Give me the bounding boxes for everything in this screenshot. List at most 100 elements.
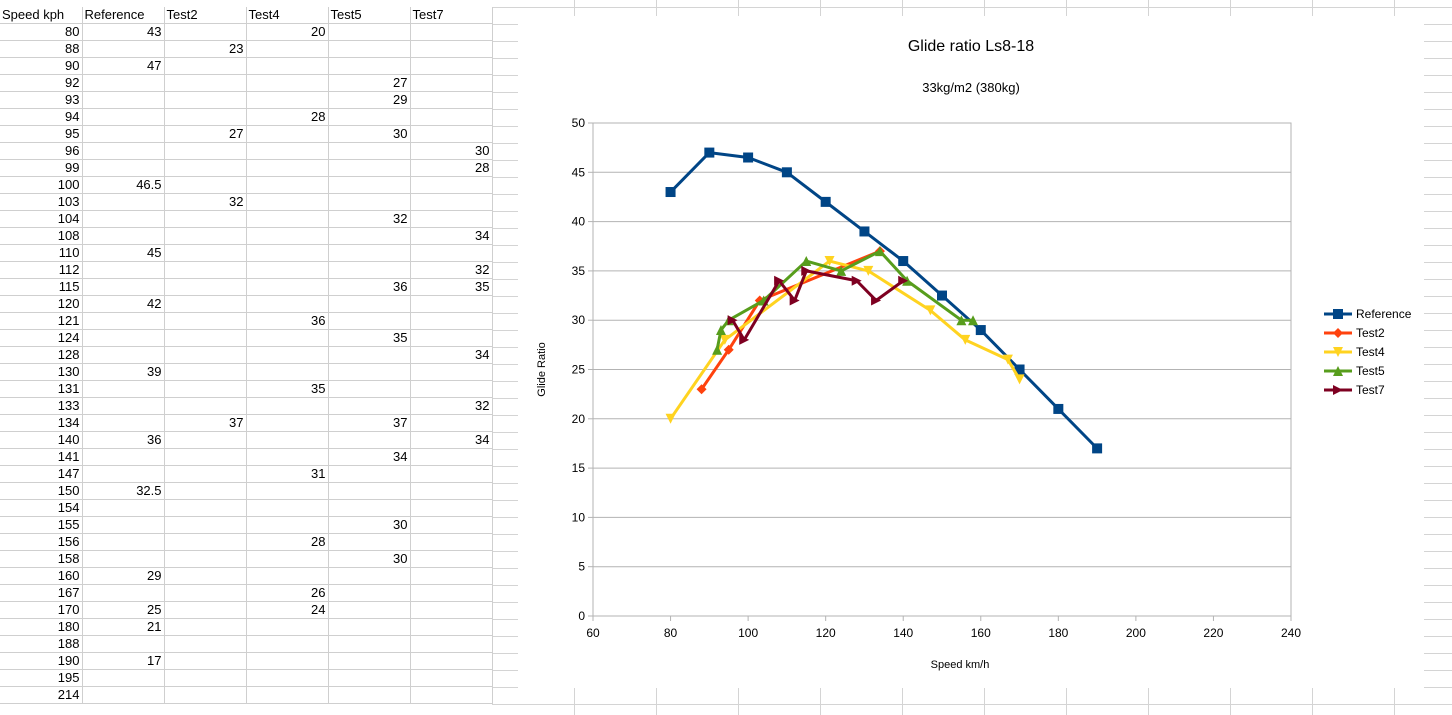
table-cell[interactable]: [246, 635, 329, 653]
table-cell[interactable]: [82, 210, 165, 228]
table-cell[interactable]: 188: [0, 635, 83, 653]
table-cell[interactable]: [164, 584, 247, 602]
table-cell[interactable]: [410, 312, 493, 330]
table-cell[interactable]: 32: [410, 261, 493, 279]
table-cell[interactable]: [328, 176, 411, 194]
table-cell[interactable]: [164, 380, 247, 398]
table-cell[interactable]: [164, 74, 247, 92]
table-cell[interactable]: 133: [0, 397, 83, 415]
table-cell[interactable]: 37: [164, 414, 247, 432]
column-header[interactable]: Reference: [82, 7, 165, 24]
table-cell[interactable]: 37: [328, 414, 411, 432]
table-cell[interactable]: [164, 363, 247, 381]
table-cell[interactable]: [164, 635, 247, 653]
table-cell[interactable]: [164, 108, 247, 126]
table-cell[interactable]: [410, 669, 493, 687]
table-cell[interactable]: [82, 533, 165, 551]
table-cell[interactable]: 134: [0, 414, 83, 432]
column-header[interactable]: Speed kph: [0, 7, 83, 24]
table-cell[interactable]: [246, 227, 329, 245]
table-cell[interactable]: 155: [0, 516, 83, 534]
table-cell[interactable]: 190: [0, 652, 83, 670]
table-cell[interactable]: 167: [0, 584, 83, 602]
table-cell[interactable]: [410, 584, 493, 602]
table-cell[interactable]: [246, 57, 329, 75]
table-cell[interactable]: [164, 618, 247, 636]
table-cell[interactable]: [246, 482, 329, 500]
table-cell[interactable]: [410, 516, 493, 534]
table-cell[interactable]: 100: [0, 176, 83, 194]
table-cell[interactable]: [164, 397, 247, 415]
table-cell[interactable]: [164, 23, 247, 41]
column-header[interactable]: Test2: [164, 7, 247, 24]
table-cell[interactable]: [164, 176, 247, 194]
table-cell[interactable]: [164, 210, 247, 228]
table-cell[interactable]: 180: [0, 618, 83, 636]
table-cell[interactable]: [246, 278, 329, 296]
table-cell[interactable]: 156: [0, 533, 83, 551]
table-cell[interactable]: [410, 176, 493, 194]
table-cell[interactable]: [328, 397, 411, 415]
table-cell[interactable]: 27: [164, 125, 247, 143]
table-cell[interactable]: [82, 108, 165, 126]
table-cell[interactable]: [328, 23, 411, 41]
table-cell[interactable]: [82, 261, 165, 279]
table-cell[interactable]: 34: [410, 227, 493, 245]
table-cell[interactable]: [246, 210, 329, 228]
table-cell[interactable]: [410, 414, 493, 432]
table-cell[interactable]: [164, 159, 247, 177]
table-cell[interactable]: 29: [82, 567, 165, 585]
table-cell[interactable]: [82, 380, 165, 398]
table-cell[interactable]: 195: [0, 669, 83, 687]
table-cell[interactable]: 112: [0, 261, 83, 279]
table-cell[interactable]: 150: [0, 482, 83, 500]
table-cell[interactable]: [328, 669, 411, 687]
table-cell[interactable]: [82, 329, 165, 347]
column-header[interactable]: Test4: [246, 7, 329, 24]
table-cell[interactable]: [246, 686, 329, 704]
table-cell[interactable]: 30: [328, 550, 411, 568]
table-cell[interactable]: [328, 618, 411, 636]
table-cell[interactable]: [164, 312, 247, 330]
table-cell[interactable]: [410, 533, 493, 551]
table-cell[interactable]: [410, 482, 493, 500]
table-cell[interactable]: [246, 414, 329, 432]
table-cell[interactable]: 27: [328, 74, 411, 92]
table-cell[interactable]: 28: [246, 108, 329, 126]
table-cell[interactable]: [328, 295, 411, 313]
table-cell[interactable]: [328, 312, 411, 330]
table-cell[interactable]: 36: [328, 278, 411, 296]
table-cell[interactable]: 34: [410, 431, 493, 449]
table-cell[interactable]: [82, 448, 165, 466]
table-cell[interactable]: [246, 159, 329, 177]
table-cell[interactable]: 17: [82, 652, 165, 670]
chart-panel[interactable]: Glide ratio Ls8-18 33kg/m2 (380kg) 0 5 10 1…: [518, 16, 1424, 688]
table-cell[interactable]: [410, 23, 493, 41]
table-cell[interactable]: 120: [0, 295, 83, 313]
table-cell[interactable]: [164, 278, 247, 296]
table-cell[interactable]: [164, 601, 247, 619]
table-cell[interactable]: 28: [246, 533, 329, 551]
table-cell[interactable]: 110: [0, 244, 83, 262]
table-cell[interactable]: [246, 329, 329, 347]
table-cell[interactable]: [328, 193, 411, 211]
table-cell[interactable]: [328, 482, 411, 500]
table-cell[interactable]: [164, 686, 247, 704]
table-cell[interactable]: 121: [0, 312, 83, 330]
table-cell[interactable]: [82, 584, 165, 602]
table-cell[interactable]: 160: [0, 567, 83, 585]
table-cell[interactable]: 158: [0, 550, 83, 568]
table-cell[interactable]: [246, 261, 329, 279]
table-cell[interactable]: 35: [246, 380, 329, 398]
table-cell[interactable]: [410, 74, 493, 92]
table-cell[interactable]: 23: [164, 40, 247, 58]
table-cell[interactable]: [164, 91, 247, 109]
table-cell[interactable]: 28: [410, 159, 493, 177]
table-cell[interactable]: [328, 142, 411, 160]
table-cell[interactable]: 30: [410, 142, 493, 160]
table-cell[interactable]: [82, 74, 165, 92]
table-cell[interactable]: [82, 516, 165, 534]
table-cell[interactable]: 32: [328, 210, 411, 228]
table-cell[interactable]: [82, 193, 165, 211]
table-cell[interactable]: [328, 57, 411, 75]
